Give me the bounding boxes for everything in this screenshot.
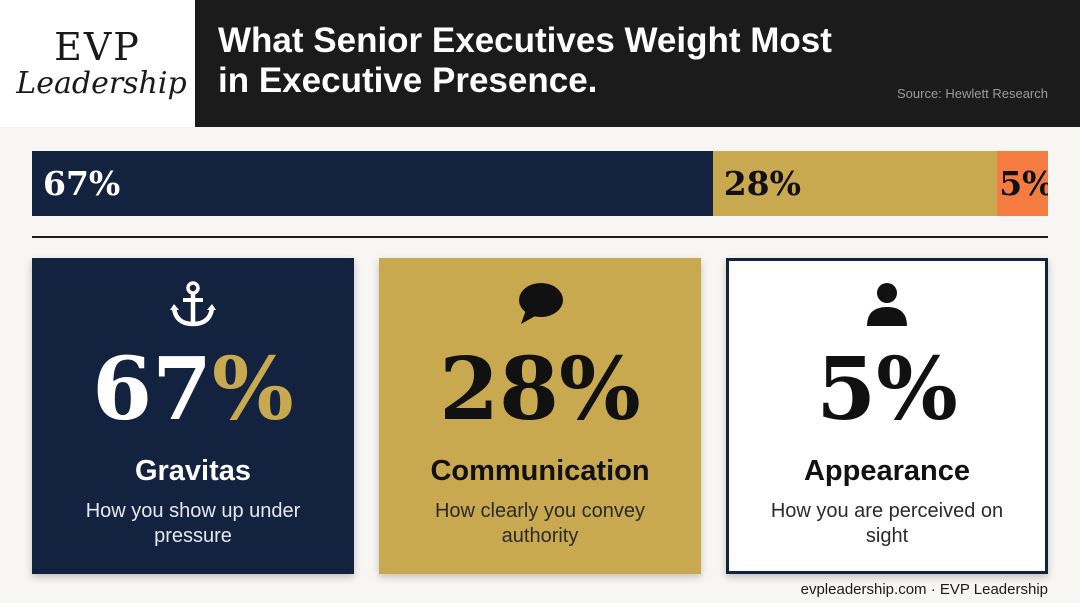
- card-description: How clearly you convey authority: [434, 500, 646, 547]
- footer-credit: evpleadership.com · EVP Leadership: [800, 581, 1048, 598]
- percent-number: 67: [92, 339, 212, 440]
- bar-segment-appearance: 5%: [997, 151, 1048, 216]
- bar-segment-gravitas: 67%: [32, 151, 713, 216]
- logo-leadership-text: Leadership: [16, 65, 187, 101]
- percent-sign: %: [558, 339, 641, 440]
- card-percentage: 28%: [379, 340, 701, 440]
- person-icon: [729, 280, 1045, 330]
- percent-number: 5: [816, 339, 877, 440]
- bar-data-label: 28%: [723, 164, 801, 203]
- card-title: Gravitas: [134, 455, 252, 487]
- bar-data-label: 5%: [999, 164, 1048, 203]
- card-communication: 28% Communication How clearly you convey…: [379, 258, 701, 574]
- logo-evp-text: EVP: [54, 24, 141, 69]
- logo: EVP Leadership: [0, 0, 195, 127]
- bar-data-label: 67%: [43, 164, 121, 203]
- card-gravitas: 67% Gravitas How you show up under press…: [32, 258, 354, 574]
- card-title: Communication: [430, 455, 650, 487]
- card-description: How you are perceived on sight: [770, 500, 1004, 547]
- bar-segment-communication: 28%: [712, 151, 998, 216]
- divider: [32, 236, 1048, 238]
- anchor-icon: [32, 280, 354, 330]
- stacked-bar-chart: 67% 28% 5%: [32, 151, 1048, 216]
- card-percentage: 5%: [729, 340, 1045, 440]
- header-banner: What Senior Executives Weight Most in Ex…: [195, 0, 1080, 127]
- percent-sign: %: [211, 339, 294, 440]
- card-title: Appearance: [803, 455, 970, 487]
- card-description: How you show up under pressure: [85, 500, 301, 547]
- percent-sign: %: [876, 339, 958, 440]
- speech-bubble-icon: [379, 280, 701, 330]
- source-note: Source: Hewlett Research: [896, 86, 1048, 101]
- card-percentage: 67%: [32, 340, 354, 440]
- percent-number: 28: [439, 339, 559, 440]
- card-appearance: 5% Appearance How you are perceived on s…: [726, 258, 1048, 574]
- page-title: What Senior Executives Weight Most in Ex…: [218, 21, 832, 100]
